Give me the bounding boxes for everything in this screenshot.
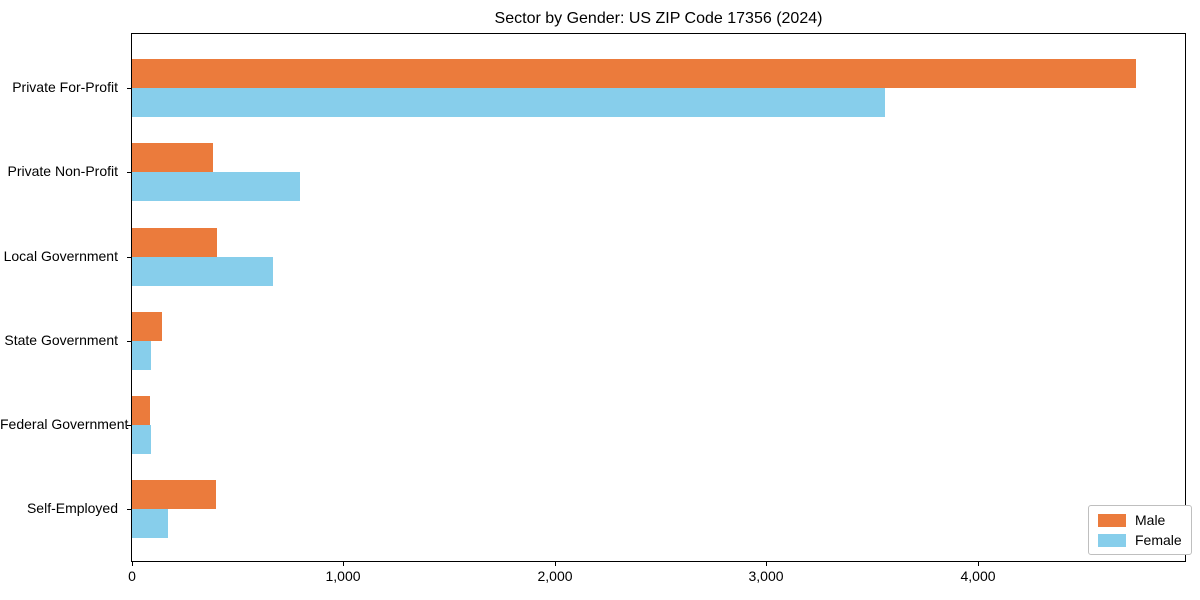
y-tick-mark	[127, 509, 131, 511]
x-tick-mark	[555, 562, 556, 566]
x-tick-mark	[766, 562, 767, 566]
y-tick-mark	[127, 172, 131, 174]
bar-male-private-for-profit	[132, 59, 1136, 88]
legend-label-female: Female	[1135, 532, 1182, 548]
y-tick-mark	[127, 340, 131, 342]
legend-swatch-male-icon	[1098, 513, 1126, 527]
x-tick-mark	[132, 562, 133, 566]
bar-male-state-government	[132, 311, 162, 341]
x-tick-label: 2,000	[537, 568, 573, 584]
x-tick-label: 3,000	[748, 568, 784, 584]
y-tick-mark	[127, 88, 131, 89]
legend-entry-female: Female	[1098, 533, 1182, 547]
bar-female-self-employed	[132, 509, 168, 539]
bar-female-private-for-profit	[132, 88, 885, 117]
bar-male-federal-government	[132, 396, 150, 425]
bar-female-private-non-profit	[132, 172, 300, 202]
legend-swatch-female-icon	[1098, 533, 1126, 547]
y-tick-label: Local Government	[3, 247, 118, 264]
y-tick-label: Federal Government	[0, 416, 129, 432]
y-tick-label: State Government	[4, 331, 118, 348]
bar-female-state-government	[132, 340, 151, 370]
legend-label-male: Male	[1135, 512, 1166, 528]
y-tick-mark	[127, 256, 131, 258]
y-tick-mark	[127, 425, 131, 426]
x-tick-label: 4,000	[960, 568, 996, 584]
legend: Male Female	[1088, 505, 1192, 555]
y-tick-label: Self-Employed	[26, 500, 118, 517]
x-tick-mark	[343, 562, 344, 566]
chart-title: Sector by Gender: US ZIP Code 17356 (202…	[494, 10, 823, 27]
bar-male-local-government	[132, 227, 217, 257]
x-tick-label: 1,000	[325, 568, 361, 584]
bar-female-federal-government	[132, 425, 151, 454]
y-tick-label: Private For-Profit	[12, 79, 118, 95]
bar-male-self-employed	[132, 480, 216, 510]
bar-female-local-government	[132, 256, 273, 286]
y-tick-label: Private Non-Profit	[7, 163, 118, 180]
bar-male-private-non-profit	[132, 143, 213, 173]
legend-entry-male: Male	[1098, 513, 1182, 527]
x-tick-label: 0	[128, 568, 136, 584]
x-tick-mark	[978, 562, 979, 566]
plot-area	[131, 33, 1186, 562]
